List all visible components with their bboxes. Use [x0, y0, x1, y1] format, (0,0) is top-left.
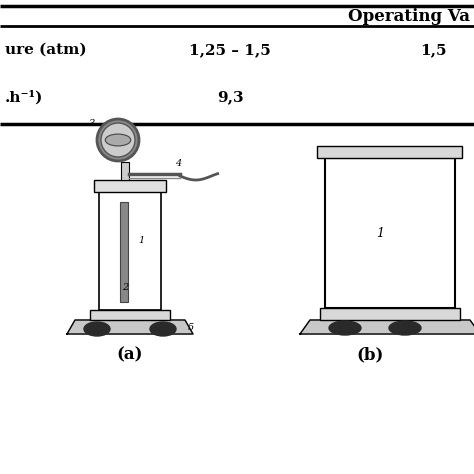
Text: 1,5: 1,5 — [420, 43, 447, 57]
Bar — [120, 202, 128, 302]
Polygon shape — [300, 320, 474, 334]
Bar — [99, 192, 161, 310]
Ellipse shape — [329, 321, 361, 335]
Text: .h⁻¹): .h⁻¹) — [5, 90, 44, 104]
Polygon shape — [67, 320, 193, 334]
Text: 1: 1 — [138, 236, 144, 245]
Text: 1,25 – 1,5: 1,25 – 1,5 — [189, 43, 271, 57]
Bar — [325, 158, 455, 308]
Bar — [320, 308, 460, 320]
Ellipse shape — [389, 321, 421, 335]
Bar — [90, 310, 170, 320]
Text: 2: 2 — [122, 283, 128, 292]
Text: 3: 3 — [89, 118, 95, 128]
Bar — [318, 146, 463, 158]
Text: 4: 4 — [175, 159, 181, 168]
Text: 5: 5 — [188, 323, 194, 332]
Text: 1: 1 — [376, 227, 384, 239]
Text: ure (atm): ure (atm) — [5, 43, 87, 57]
Circle shape — [97, 119, 139, 161]
Ellipse shape — [105, 134, 131, 146]
Text: 9,3: 9,3 — [217, 90, 243, 104]
Text: Operating Va: Operating Va — [348, 8, 470, 25]
Text: (a): (a) — [117, 346, 143, 363]
Bar — [121, 162, 129, 180]
Circle shape — [101, 123, 135, 157]
Ellipse shape — [84, 322, 110, 336]
Ellipse shape — [150, 322, 176, 336]
Text: (b): (b) — [356, 346, 383, 363]
Bar — [94, 180, 166, 192]
